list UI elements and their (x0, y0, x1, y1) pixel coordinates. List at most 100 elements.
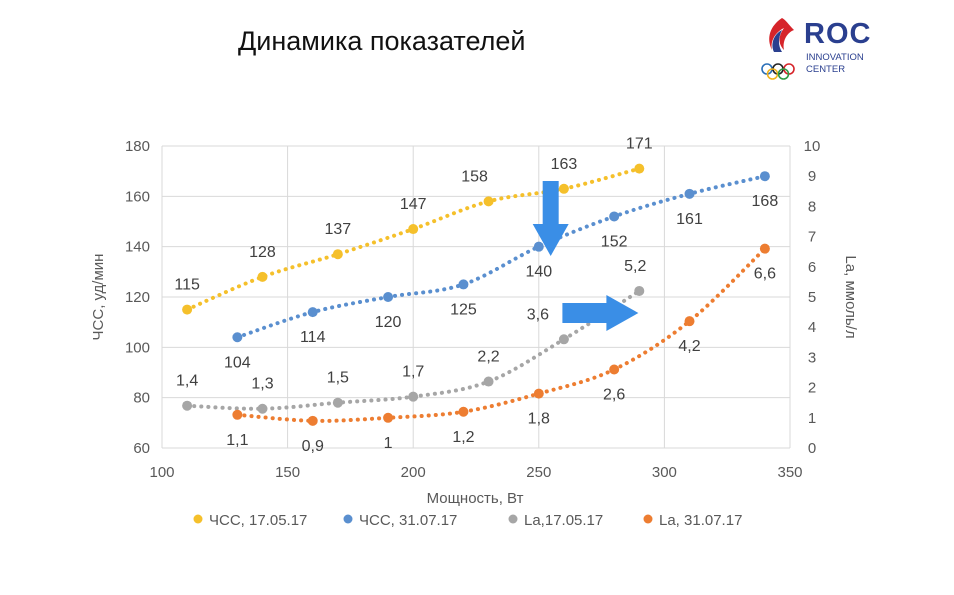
data-label-series-4: 0,9 (302, 438, 324, 455)
data-label-series-4: 1,2 (452, 429, 474, 446)
y2-tick-label: 1 (808, 410, 816, 427)
y2-tick-label: 7 (808, 229, 816, 246)
data-point-series-2 (307, 307, 318, 318)
x-tick-label: 150 (275, 464, 300, 481)
x-tick-label: 250 (526, 464, 551, 481)
x-tick-label: 300 (652, 464, 677, 481)
y-axis-label: ЧСС, уд/мин (90, 254, 107, 341)
data-point-series-2 (458, 279, 469, 290)
y2-axis-label: La, ммоль/л (842, 255, 859, 338)
data-point-series-3 (634, 285, 645, 296)
data-label-series-3: 5,2 (624, 258, 646, 275)
data-label-series-1: 147 (400, 196, 427, 213)
y-tick-label: 60 (133, 440, 150, 457)
legend-marker-series-1 (193, 514, 203, 524)
x-tick-label: 350 (777, 464, 802, 481)
data-point-series-3 (332, 397, 343, 408)
data-point-series-2 (533, 241, 544, 252)
x-tick-label: 100 (149, 464, 174, 481)
trendline-series-2 (235, 174, 767, 340)
data-label-series-2: 125 (450, 301, 477, 318)
data-point-series-1 (558, 183, 569, 194)
data-label-series-1: 163 (551, 156, 578, 173)
y2-tick-label: 0 (808, 440, 816, 457)
logo-text-line1: INNOVATION (806, 52, 864, 63)
legend-label-series-2: ЧСС, 31.07.17 (359, 512, 457, 529)
y2-tick-label: 6 (808, 259, 816, 276)
y2-tick-label: 3 (808, 349, 816, 366)
data-points (182, 163, 770, 426)
arrow-down-icon (532, 181, 569, 256)
y2-tick-label: 5 (808, 289, 816, 306)
slide-title: Динамика показателей (238, 26, 526, 56)
data-label-series-2: 114 (300, 329, 326, 346)
y2-tick-label: 8 (808, 198, 816, 215)
y-tick-label: 80 (133, 390, 150, 407)
data-label-series-4: 1,8 (528, 411, 550, 428)
arrow-right-icon (562, 295, 639, 331)
data-label-series-4: 6,6 (754, 266, 776, 283)
data-point-series-1 (634, 163, 645, 174)
data-label-series-2: 120 (375, 314, 402, 331)
y-tick-label: 120 (125, 289, 150, 306)
y2-tick-label: 10 (804, 138, 821, 155)
y-tick-label: 160 (125, 188, 150, 205)
data-point-series-2 (759, 171, 770, 182)
data-point-series-1 (182, 304, 193, 315)
x-tick-label: 200 (401, 464, 426, 481)
data-point-series-4 (458, 406, 469, 417)
trendlines (185, 166, 767, 423)
y-tick-label: 100 (125, 339, 150, 356)
data-point-series-3 (558, 334, 569, 345)
data-point-series-4 (759, 243, 770, 254)
data-label-series-2: 161 (676, 211, 703, 228)
data-point-series-4 (533, 388, 544, 399)
y-tick-label: 140 (125, 239, 150, 256)
data-label-series-2: 152 (601, 233, 628, 250)
trendline-series-4 (235, 246, 767, 423)
data-point-series-3 (182, 400, 193, 411)
data-point-series-4 (383, 412, 394, 423)
data-point-series-1 (483, 196, 494, 207)
data-label-series-4: 2,6 (603, 386, 625, 403)
data-label-series-1: 171 (626, 136, 653, 153)
data-label-series-2: 140 (525, 264, 552, 281)
data-label-series-1: 115 (174, 277, 200, 294)
data-point-series-1 (408, 224, 419, 235)
logo-text-line2: CENTER (806, 64, 846, 75)
data-point-series-3 (408, 391, 419, 402)
legend: ЧСС, 17.05.17 ЧСС, 31.07.17 La,17.05.17 La,… (193, 512, 742, 529)
olympic-flame-icon (761, 18, 795, 80)
data-label-series-3: 1,4 (176, 373, 198, 390)
legend-marker-series-4 (643, 514, 653, 524)
data-label-series-3: 1,3 (251, 376, 273, 393)
data-label-series-2: 168 (752, 193, 779, 210)
roc-logo: ROC INNOVATION CENTER (760, 14, 890, 84)
data-point-series-4 (609, 364, 620, 375)
data-label-series-3: 1,5 (327, 370, 349, 387)
data-point-series-4 (232, 409, 243, 420)
data-point-series-1 (332, 249, 343, 260)
data-point-series-2 (383, 292, 394, 302)
data-label-series-2: 104 (224, 354, 251, 371)
y2-tick-label: 4 (808, 319, 816, 336)
data-label-series-4: 4,2 (678, 338, 700, 355)
data-label-series-1: 137 (324, 221, 351, 238)
data-label-series-3: 2,2 (477, 349, 499, 366)
data-labels: 115 128 137 147 158 163 171 104 114 120 125 140 152 1… (174, 136, 778, 455)
data-label-series-1: 158 (461, 168, 488, 185)
annotation-arrows (532, 181, 639, 331)
y2-tick-label: 2 (808, 380, 816, 397)
data-label-series-4: 1 (384, 435, 393, 452)
data-point-series-3 (257, 403, 268, 414)
data-label-series-3: 3,6 (527, 306, 549, 323)
data-point-series-4 (307, 415, 318, 426)
data-point-series-2 (232, 332, 243, 343)
legend-label-series-3: La,17.05.17 (524, 512, 603, 529)
data-label-series-1: 128 (249, 244, 276, 261)
data-point-series-2 (684, 188, 695, 199)
y-tick-label: 180 (125, 138, 150, 155)
legend-marker-series-3 (508, 514, 518, 524)
